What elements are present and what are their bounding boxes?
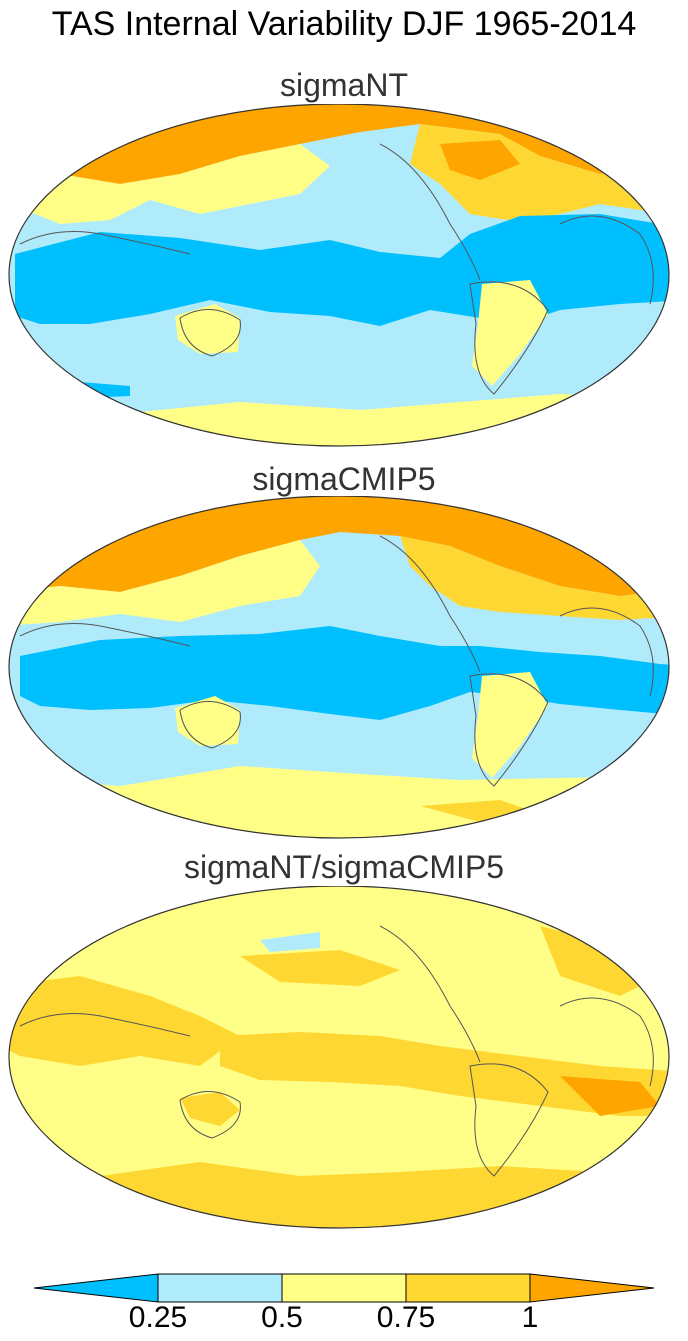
colorbar-low-triangle (33, 1273, 159, 1303)
region-eurasia-mid (9, 144, 330, 224)
region-samerica (472, 672, 548, 778)
coastlines (19, 925, 654, 1177)
colorbar-label-0.75: 0.75 (376, 1301, 436, 1334)
region-ratio-high (560, 1076, 660, 1116)
colorbar-high-triangle (529, 1273, 655, 1303)
colorbar-bin-3 (405, 1273, 531, 1303)
map-sigmacmip5 (8, 496, 670, 839)
panel-title-sigmant: sigmaNT (279, 67, 408, 103)
map-outline (8, 104, 670, 447)
colorbar (33, 1273, 655, 1303)
colorbar-bin-1 (157, 1273, 283, 1303)
panel-title-sigmacmip5: sigmaCMIP5 (252, 461, 436, 497)
map-outline (8, 886, 670, 1229)
panel-title-ratio: sigmaNT/sigmaCMIP5 (183, 849, 505, 885)
map-ratio (8, 886, 670, 1229)
region-australia (175, 304, 240, 354)
region-ratio-b (220, 1032, 669, 1116)
colorbar-bin-2 (281, 1273, 407, 1303)
region-ratio-c (240, 950, 400, 986)
region-samerica (472, 280, 548, 386)
coastlines (19, 535, 654, 787)
region-ratio-low (260, 932, 320, 952)
colorbar-label-0.5: 0.5 (261, 1301, 303, 1334)
region-canada-high (440, 140, 520, 180)
colorbar-label-0.25: 0.25 (128, 1301, 188, 1334)
map-sigmant (8, 104, 670, 447)
colorbar-label-1: 1 (521, 1301, 539, 1334)
region-australia (175, 696, 240, 746)
figure-title: TAS Internal Variability DJF 1965-2014 (51, 5, 637, 43)
map-outline (8, 496, 670, 839)
region-australia (180, 1092, 240, 1126)
region-namerica (400, 536, 669, 620)
region-eurasia-mid (9, 540, 320, 626)
region-ratio-d (540, 926, 660, 996)
region-ratio-a (9, 976, 240, 1066)
coastlines (19, 143, 654, 395)
